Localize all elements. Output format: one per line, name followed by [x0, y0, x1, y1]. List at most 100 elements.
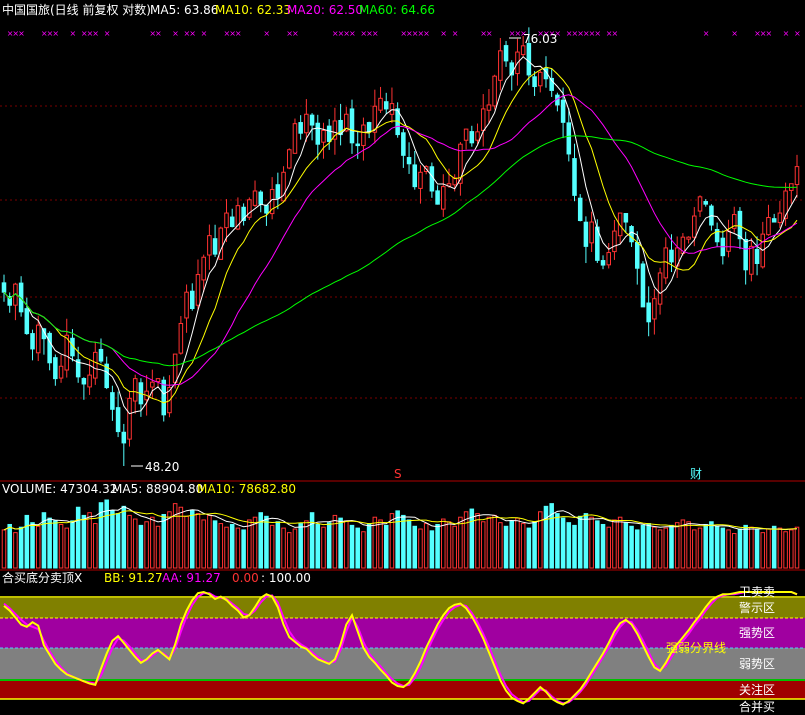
volume-bar — [275, 521, 281, 569]
volume-bar — [526, 527, 532, 569]
volume-bar — [589, 516, 594, 569]
candle-body — [155, 378, 161, 383]
signal-marker: × — [783, 29, 790, 38]
signal-marker: × — [366, 29, 373, 38]
candle-body — [87, 374, 92, 388]
volume-bar — [657, 529, 663, 569]
candle-body — [218, 227, 224, 260]
candle-body — [315, 122, 321, 145]
volume-bar — [110, 510, 115, 569]
volume-bar — [87, 512, 92, 569]
volume-bar — [366, 523, 372, 569]
candle-body — [435, 190, 440, 205]
candle-body — [560, 99, 566, 123]
volume-bar — [53, 520, 58, 569]
candle-body — [406, 157, 412, 165]
volume-bar — [789, 529, 794, 569]
signal-marker: × — [263, 29, 270, 38]
candle-body — [646, 302, 651, 323]
volume-bar — [760, 532, 766, 569]
signal-marker: × — [104, 29, 111, 38]
volume-bar — [372, 516, 378, 569]
volume-bar — [224, 526, 229, 569]
signal-marker: × — [223, 29, 230, 38]
candle-body — [652, 298, 657, 320]
volume-bar — [794, 526, 800, 569]
ma60-legend: MA60: 64.66 — [359, 3, 435, 17]
candle-body — [304, 113, 309, 134]
zone-label-weak: 弱势区 — [739, 657, 775, 671]
candle-body — [606, 252, 612, 266]
volume-bar — [486, 516, 492, 569]
volume-bar — [155, 525, 161, 569]
volume-ma10-legend: MA10: 78682.80 — [197, 482, 296, 496]
volume-bar — [515, 517, 520, 569]
candle-body — [298, 122, 303, 134]
volume-bar — [344, 520, 349, 569]
volume-bar — [458, 516, 463, 569]
signal-marker: × — [549, 29, 556, 38]
candle-body — [634, 242, 640, 269]
signal-marker: × — [731, 29, 738, 38]
candle-body — [24, 308, 30, 335]
volume-bar — [395, 510, 400, 569]
signal-marker: × — [509, 29, 516, 38]
candle-body — [726, 230, 731, 252]
volume-bar — [309, 512, 315, 569]
signal-marker: × — [69, 29, 76, 38]
volume-bar — [692, 529, 697, 569]
signal-marker: × — [543, 29, 550, 38]
candle-body — [286, 149, 292, 169]
candle-body — [195, 274, 201, 306]
candle-body — [469, 131, 475, 144]
volume-bar — [269, 524, 275, 569]
volume-bar — [315, 523, 321, 569]
volume-bar — [18, 526, 24, 569]
volume-bar — [697, 527, 703, 569]
signal-marker: × — [149, 29, 156, 38]
signal-marker: × — [343, 29, 350, 38]
volume-bar — [452, 525, 457, 569]
candle-body — [794, 166, 800, 186]
signal-marker: × — [514, 29, 521, 38]
volume-bar — [383, 524, 389, 569]
signal-marker: × — [554, 29, 561, 38]
candle-body — [258, 191, 263, 205]
candle-body — [275, 184, 281, 199]
indicator-bb-label: BB: 91.27 — [104, 571, 163, 585]
candle-body — [378, 97, 383, 111]
candle-body — [161, 379, 167, 416]
volume-legend: VOLUME: 47304.32 — [2, 482, 117, 496]
volume-ma-lines — [3, 506, 798, 531]
volume-bar — [669, 524, 674, 569]
candle-body — [35, 324, 41, 354]
volume-bar — [304, 520, 309, 569]
volume-bar — [532, 521, 537, 569]
volume-bar — [475, 513, 480, 569]
volume-bar — [207, 514, 212, 569]
zone-label-strong: 强势区 — [739, 626, 775, 640]
volume-bar — [646, 523, 651, 569]
signal-marker: × — [417, 29, 424, 38]
volume-bar — [663, 527, 669, 569]
signal-marker: × — [440, 29, 447, 38]
signal-marker: × — [292, 29, 299, 38]
candle-body — [600, 260, 606, 266]
candle-body — [526, 42, 532, 76]
candle-body — [549, 77, 554, 91]
volume-bar — [503, 525, 509, 569]
volume-bar — [292, 528, 298, 569]
volume-bar — [737, 528, 743, 569]
ma10-legend: MA10: 62.33 — [215, 3, 291, 17]
volume-bar — [600, 523, 606, 569]
volume-bar — [338, 517, 343, 569]
signal-marker: × — [332, 29, 339, 38]
volume-bar — [161, 514, 167, 569]
volume-bar — [771, 525, 777, 569]
volume-bar — [104, 499, 109, 569]
ma20-line — [3, 94, 798, 386]
volume-bar — [623, 522, 629, 569]
signal-marker: × — [338, 29, 345, 38]
volume-bar — [749, 526, 754, 569]
candle-body — [207, 235, 212, 256]
